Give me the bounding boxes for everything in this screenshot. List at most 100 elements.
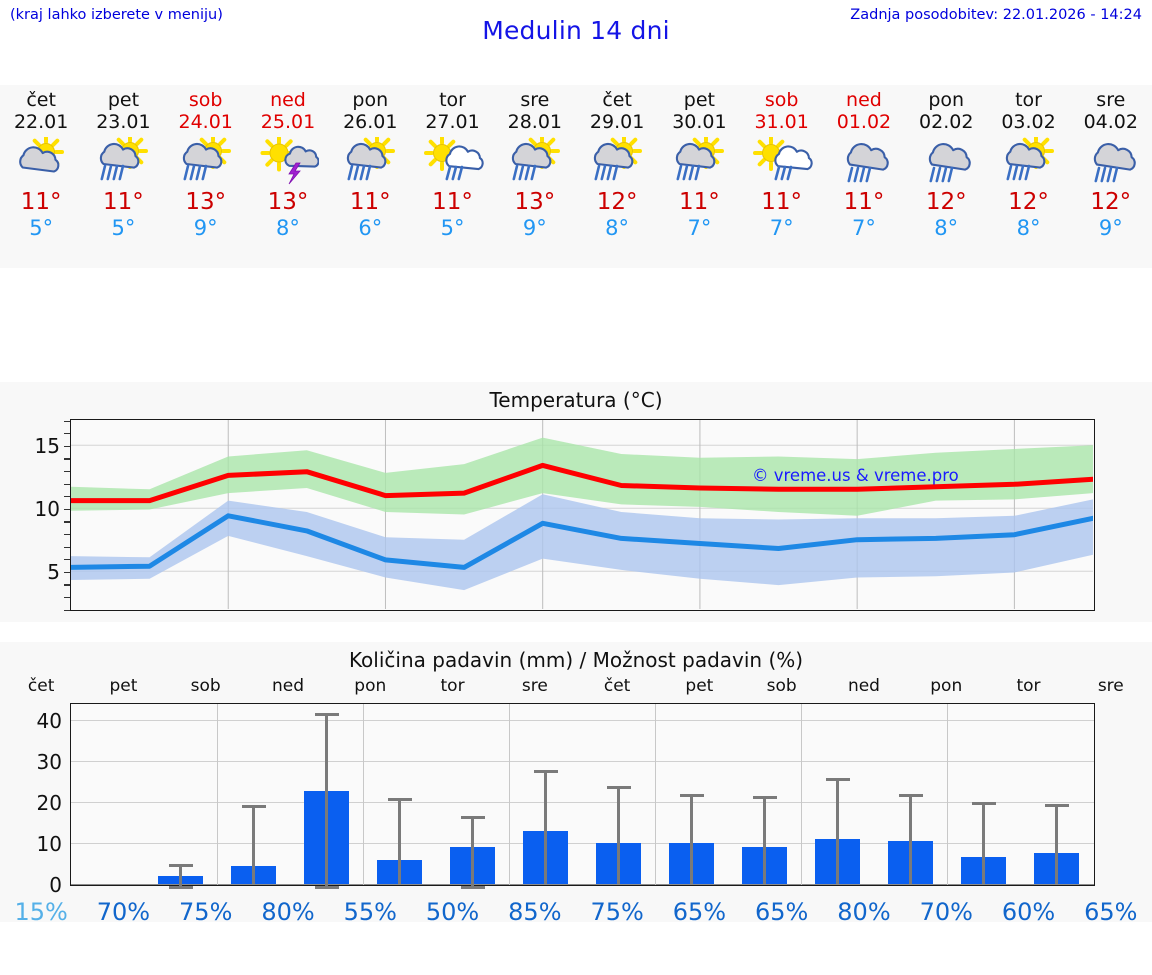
day-date: 26.01 (343, 111, 398, 133)
precipitation-probability-label: 70% (919, 898, 973, 926)
precipitation-day-label: ned (271, 676, 304, 696)
temperature-y-tick-mark (64, 571, 70, 574)
precipitation-error-bar (763, 795, 766, 884)
day-temp-max: 12° (1090, 189, 1132, 215)
page-header: (kraj lahko izberete v meniju) Medulin 1… (0, 0, 1152, 58)
forecast-day-cell[interactable]: čet 29.01 12° 8° (576, 85, 658, 268)
forecast-day-cell[interactable]: ned 25.01 13° 8° (247, 85, 329, 268)
temperature-y-tick-mark (64, 458, 70, 460)
precipitation-gridline (71, 884, 1094, 885)
last-updated-label: Zadnja posodobitev: 22.01.2026 - 14:24 (850, 7, 1142, 23)
day-date: 29.01 (589, 111, 645, 133)
precipitation-error-cap-top (752, 795, 777, 799)
precipitation-day-label: pet (685, 676, 714, 696)
precipitation-y-tick-label: 0 (49, 872, 62, 897)
precipitation-gridline-vertical (363, 704, 364, 885)
temperature-y-tick-mark (64, 533, 70, 536)
day-temp-min: 5° (29, 216, 54, 240)
precipitation-error-bar (471, 816, 474, 889)
day-date: 24.01 (178, 111, 233, 133)
day-date: 23.01 (96, 111, 151, 133)
day-temp-min: 6° (358, 216, 383, 240)
day-name: ned (846, 89, 882, 111)
forecast-day-cell[interactable]: ned 01.02 11° 7° (823, 85, 905, 268)
precipitation-error-cap-top (679, 794, 704, 797)
forecast-day-cell[interactable]: sob 31.01 11° 7° (741, 85, 823, 268)
sun-behind-white-cloud-rain-icon (741, 137, 823, 189)
sun-behind-cloud-rain-icon (987, 137, 1069, 189)
precipitation-day-label: sob (766, 676, 797, 696)
precipitation-error-cap-top (387, 798, 412, 802)
temperature-y-tick-label: 10 (34, 496, 60, 521)
forecast-day-cell[interactable]: pet 23.01 11° 5° (82, 85, 164, 268)
precipitation-error-cap-top (168, 863, 193, 867)
day-temp-max: 12° (1008, 189, 1049, 215)
forecast-day-cell[interactable]: sre 04.02 12° 9° (1070, 85, 1152, 268)
day-name: sob (764, 89, 799, 111)
precipitation-probability-label: 80% (837, 898, 891, 926)
sun-behind-cloud-icon (0, 137, 82, 189)
precipitation-error-bar (617, 785, 620, 884)
precipitation-day-label: pet (109, 676, 138, 696)
forecast-day-cell[interactable]: sob 24.01 13° 9° (165, 85, 247, 268)
precipitation-day-label: tor (1016, 676, 1041, 696)
precipitation-probability-label: 65% (755, 898, 809, 926)
day-temp-max: 13° (267, 189, 309, 215)
day-temp-min: 9° (1098, 216, 1123, 240)
day-temp-min: 8° (276, 216, 300, 240)
forecast-day-cell[interactable]: sre 28.01 13° 9° (494, 85, 576, 268)
temperature-y-tick-mark (64, 445, 70, 448)
precipitation-error-bar (690, 794, 693, 884)
precipitation-error-cap-top (898, 794, 923, 797)
precipitation-gridline (71, 720, 1094, 722)
day-temp-min: 7° (852, 216, 876, 240)
forecast-day-cell[interactable]: pon 02.02 12° 8° (905, 85, 987, 268)
precipitation-error-cap-bottom (460, 885, 485, 889)
day-name: pon (352, 89, 389, 111)
precipitation-gridline-vertical (947, 704, 948, 885)
precipitation-error-cap-top (314, 713, 339, 717)
day-temp-max: 11° (103, 189, 144, 215)
sun-behind-cloud-rain-icon (329, 137, 411, 189)
precipitation-day-labels: čet pet sob ned pon tor sre čet pet sob ned pon tor s… (0, 676, 1152, 696)
precipitation-gridline-vertical (655, 704, 656, 885)
day-name: pet (107, 89, 140, 111)
forecast-day-cell[interactable]: pet 30.01 11° 7° (658, 85, 740, 268)
copyright-label: © vreme.us & vreme.pro (752, 466, 959, 485)
sun-behind-cloud-rain-icon (576, 137, 658, 189)
forecast-day-cell[interactable]: tor 27.01 11° 5° (411, 85, 493, 268)
day-temp-min: 9° (193, 216, 218, 240)
temperature-y-tick-mark (64, 596, 70, 599)
precipitation-error-bar (909, 794, 912, 884)
day-date: 22.01 (13, 111, 69, 133)
day-temp-min: 8° (1016, 216, 1041, 240)
forecast-day-cell[interactable]: čet 22.01 11° 5° (0, 85, 82, 268)
sun-behind-white-cloud-rain-icon (411, 137, 493, 189)
precipitation-y-tick-label: 40 (36, 708, 62, 733)
precipitation-probability-row: 15% 70% 75% 80% 55% 50% 85% 75% 65% 65% 80% 70% 60% 6… (0, 898, 1152, 926)
precipitation-error-bar (1055, 804, 1058, 884)
precipitation-probability-label: 75% (590, 898, 644, 926)
temperature-y-tick-mark (64, 483, 70, 485)
day-temp-min: 8° (934, 216, 959, 240)
day-temp-max: 11° (761, 189, 803, 215)
precipitation-day-label: pon (354, 676, 387, 696)
forecast-day-cell[interactable]: tor 03.02 12° 8° (987, 85, 1069, 268)
day-temp-max: 11° (679, 189, 720, 215)
day-name: pon (928, 89, 965, 111)
precipitation-error-bar (836, 777, 839, 884)
precipitation-error-bar (179, 863, 182, 889)
day-temp-max: 13° (185, 189, 227, 215)
day-name: tor (1015, 89, 1042, 111)
precipitation-probability-label: 80% (261, 898, 315, 926)
temperature-y-tick-mark (64, 508, 70, 511)
forecast-day-cell[interactable]: pon 26.01 11° 6° (329, 85, 411, 268)
precipitation-error-cap-bottom (168, 885, 193, 889)
cloud-rain-icon (823, 137, 905, 189)
location-menu-note[interactable]: (kraj lahko izberete v meniju) (10, 7, 223, 23)
temperature-y-tick-mark (64, 521, 70, 523)
temperature-y-tick-mark (64, 470, 70, 473)
precipitation-day-label: tor (440, 676, 465, 696)
temperature-y-tick-mark (64, 584, 70, 586)
day-name: tor (439, 89, 466, 111)
